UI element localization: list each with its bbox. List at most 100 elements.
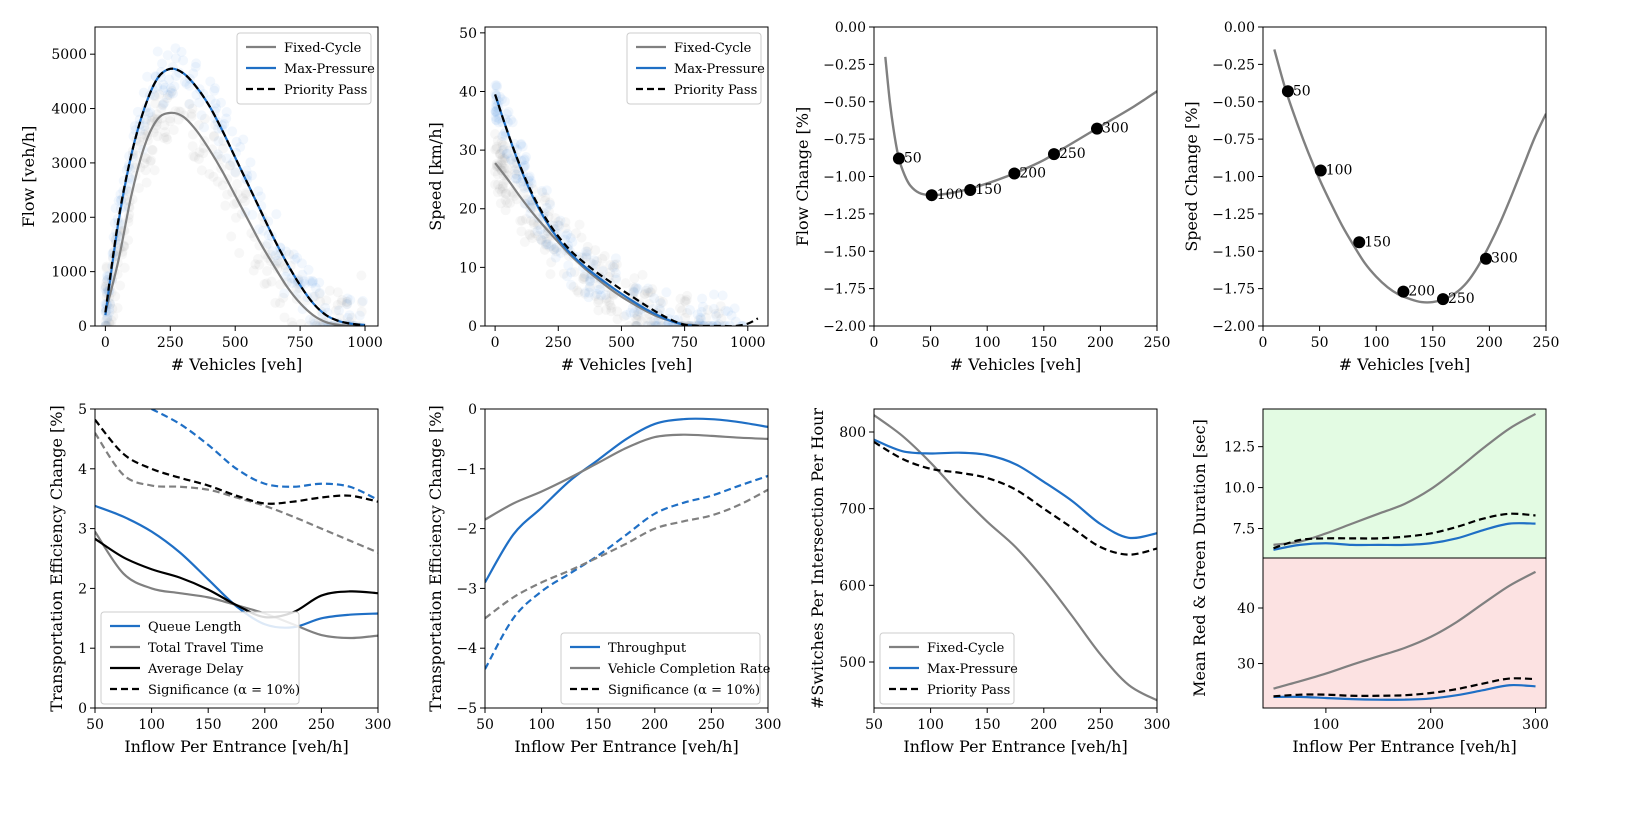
data-point [925,189,938,202]
x-tick-label: 500 [222,335,249,351]
scatter-point-fixed-cycle [632,309,643,320]
data-point [1353,236,1366,249]
scatter-point-fixed-cycle [140,125,151,136]
scatter-point-fixed-cycle [103,317,114,326]
data-point [1314,164,1327,177]
legend-label: Fixed-Cycle [284,41,362,56]
y-tick-label: −0.50 [1212,95,1255,111]
scatter-point-fixed-cycle [490,144,501,155]
scatter-point-fixed-cycle [579,272,590,283]
scatter-point-max-pressure [621,309,632,320]
scatter-point-fixed-cycle [196,165,207,176]
scatter-point-fixed-cycle [154,89,165,100]
scatter-point-fixed-cycle [560,223,571,234]
scatter-point-fixed-cycle [574,219,585,230]
scatter-point-max-pressure [585,275,596,286]
data-point-label: 100 [1326,163,1353,179]
scatter-point-fixed-cycle [648,321,659,326]
y-axis-label: Mean Red & Green Duration [sec] [1190,419,1209,697]
scatter-point-max-pressure [357,295,368,306]
scatter-point-max-pressure [719,321,730,326]
scatter-point-fixed-cycle [224,160,235,171]
scatter-point-fixed-cycle [189,152,200,163]
scatter-point-max-pressure [258,225,269,236]
y-tick-label: −1.75 [1212,282,1255,298]
scatter-point-fixed-cycle [284,249,295,260]
x-tick-label: 200 [1417,717,1444,733]
scatter-point-fixed-cycle [542,228,553,239]
scatter-point-max-pressure [159,97,170,108]
scatter-point-max-pressure [341,299,352,310]
scatter-point-fixed-cycle [630,321,641,326]
scatter-point-fixed-cycle [497,139,508,150]
scatter-point-fixed-cycle [645,316,656,326]
scatter-point-fixed-cycle [147,112,158,123]
scatter-point-fixed-cycle [167,86,178,97]
scatter-point-max-pressure [649,315,660,326]
scatter-point-fixed-cycle [336,297,347,308]
x-tick-label: 250 [698,717,725,733]
x-tick-label: 0 [101,335,110,351]
scatter-point-fixed-cycle [356,306,367,317]
scatter-point-fixed-cycle [100,321,111,326]
scatter-point-fixed-cycle [533,230,544,241]
scatter-point-fixed-cycle [717,321,728,326]
scatter-point-fixed-cycle [596,263,607,274]
data-point [1436,293,1449,306]
scatter-point-max-pressure [167,62,178,73]
scatter-point-max-pressure [502,148,513,159]
scatter-point-max-pressure [212,149,223,160]
scatter-point-max-pressure [708,303,719,314]
series-line-average-delay-significance [95,419,378,505]
scatter-point-fixed-cycle [287,321,298,326]
scatter-point-max-pressure [491,80,502,91]
scatter-point-fixed-cycle [141,177,152,188]
scatter-point-max-pressure [152,46,163,57]
scatter-point-max-pressure [491,115,502,126]
scatter-point-max-pressure [562,271,573,282]
scatter-point-fixed-cycle [516,226,527,237]
scatter-point-max-pressure [714,319,725,326]
scatter-point-fixed-cycle [582,241,593,252]
scatter-point-max-pressure [506,155,517,166]
series-line-priority-pass [104,67,366,326]
scatter-point-max-pressure [156,67,167,78]
scatter-point-fixed-cycle [502,197,513,208]
y-tick-label: 5 [78,402,87,418]
legend-label: Fixed-Cycle [674,41,752,56]
scatter-point-max-pressure [628,286,639,297]
scatter-point-fixed-cycle [492,187,503,198]
scatter-point-fixed-cycle [193,120,204,131]
scatter-point-fixed-cycle [646,321,657,326]
x-tick-label: 750 [671,335,698,351]
data-point-label: 50 [904,151,922,167]
scatter-point-fixed-cycle [136,131,147,142]
scatter-point-max-pressure [490,112,501,123]
scatter-point-max-pressure [591,288,602,299]
scatter-point-max-pressure [632,284,643,295]
scatter-point-fixed-cycle [541,236,552,247]
scatter-point-fixed-cycle [560,217,571,228]
legend-frame [236,32,372,105]
scatter-point-max-pressure [345,295,356,306]
data-point-label: 200 [1408,284,1435,300]
scatter-point-max-pressure [292,252,303,263]
scatter-point-max-pressure [610,268,621,279]
scatter-point-fixed-cycle [314,321,325,326]
scatter-point-max-pressure [209,85,220,96]
data-point-label: 300 [1491,251,1518,267]
scatter-point-max-pressure [342,293,353,304]
scatter-point-fixed-cycle [220,200,231,211]
scatter-point-fixed-cycle [576,232,587,243]
scatter-point-fixed-cycle [184,99,195,110]
scatter-point-max-pressure [184,99,195,110]
scatter-point-max-pressure [730,316,741,326]
scatter-point-max-pressure [584,287,595,298]
legend-label: Queue Length [148,620,242,635]
scatter-point-fixed-cycle [657,296,668,307]
data-point [1047,148,1060,161]
scatter-point-fixed-cycle [147,145,158,156]
scatter-point-max-pressure [191,58,202,69]
y-tick-label: 0 [78,319,87,335]
scatter-point-fixed-cycle [601,293,612,304]
